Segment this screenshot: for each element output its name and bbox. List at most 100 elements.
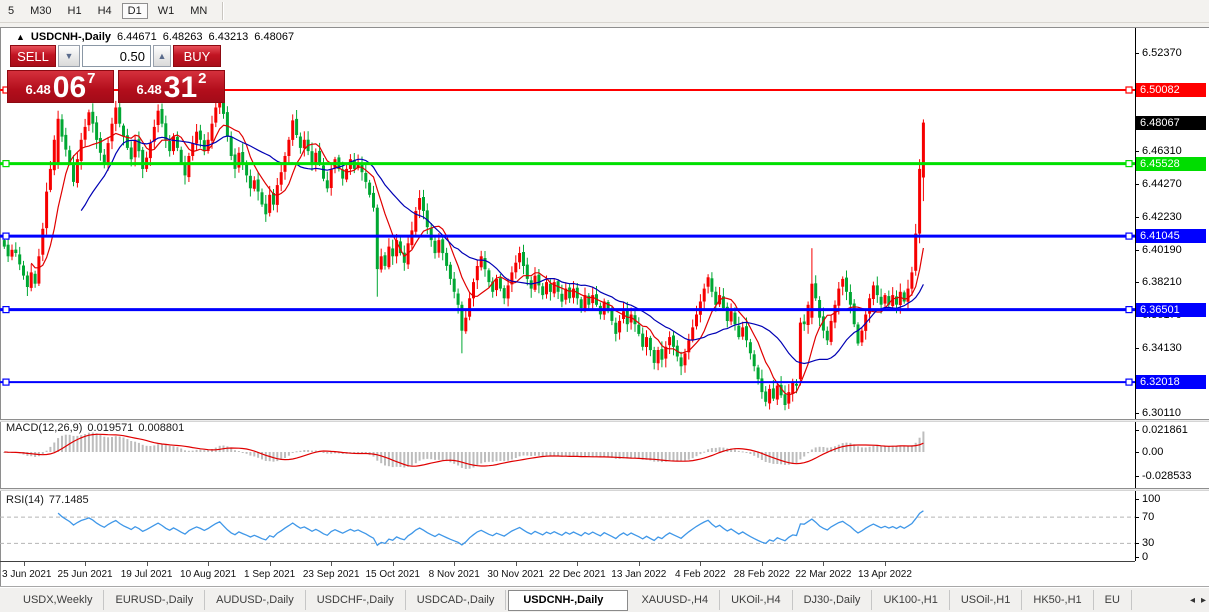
date-tick — [208, 562, 209, 566]
macd-label: MACD(12,26,9) 0.019571 0.008801 — [6, 422, 184, 434]
buy-price-display[interactable]: 6.48 31 2 — [118, 70, 225, 103]
volume-decrease-button[interactable]: ▼ — [58, 45, 80, 67]
buy-button[interactable]: BUY — [173, 45, 221, 67]
chevron-up-icon: ▲ — [157, 51, 167, 61]
tab-scroll-left-icon[interactable]: ◂ — [1189, 594, 1195, 606]
level-price-label: 6.41045 — [1136, 229, 1206, 244]
sell-price-display[interactable]: 6.48 06 7 — [7, 70, 114, 103]
date-tick — [639, 562, 640, 566]
tab-xauusd-h4[interactable]: XAUUSD-,H4 — [630, 590, 721, 610]
level-price-label: 6.45528 — [1136, 156, 1206, 171]
date-label: 28 Feb 2022 — [733, 569, 790, 580]
tab-usoil-h1[interactable]: USOil-,H1 — [950, 590, 1023, 610]
volume-input[interactable]: 0.50 — [82, 45, 151, 67]
tabbar-top-border — [0, 586, 1209, 587]
date-label: 8 Nov 2021 — [428, 569, 480, 580]
buy-price-sup: 2 — [198, 70, 207, 87]
price-axis-line — [1135, 28, 1136, 561]
timeframe-button-w1[interactable]: W1 — [157, 5, 175, 17]
symbol-name: USDCNH-,Daily — [30, 31, 111, 43]
rsi-value: 77.1485 — [48, 494, 89, 506]
sell-price-sup: 7 — [87, 70, 96, 87]
date-label: 13 Apr 2022 — [857, 569, 912, 580]
date-tick — [823, 562, 824, 566]
panel-divider-macd[interactable] — [0, 419, 1209, 422]
date-tick — [885, 562, 886, 566]
timeframe-button-h4[interactable]: H4 — [97, 5, 112, 17]
tab-eu[interactable]: EU — [1094, 590, 1132, 610]
sell-price-big: 06 — [52, 71, 87, 104]
toolbar-separator — [222, 2, 225, 20]
date-label: 30 Nov 2021 — [487, 569, 545, 580]
timeframe-toolbar: 5 M30 H1 H4 D1 W1 MN — [0, 0, 1209, 27]
rsi-name: RSI(14) — [6, 494, 44, 506]
date-tick — [24, 562, 25, 566]
tab-usdx-weekly[interactable]: USDX,Weekly — [12, 590, 105, 610]
tab-eurusd-daily[interactable]: EURUSD-,Daily — [104, 590, 206, 610]
macd-name: MACD(12,26,9) — [6, 422, 83, 434]
timeframe-button-d1[interactable]: D1 — [121, 3, 148, 19]
timeframe-button-m30[interactable]: M30 — [30, 5, 52, 17]
level-price-label: 6.50082 — [1136, 82, 1206, 97]
date-label: 22 Dec 2021 — [548, 569, 606, 580]
ohlc-close: 6.48067 — [254, 31, 295, 43]
tab-usdcnh-daily[interactable]: USDCNH-,Daily — [508, 589, 629, 611]
date-label: 4 Feb 2022 — [675, 569, 726, 580]
date-tick — [762, 562, 763, 566]
timeframe-button-mn[interactable]: MN — [190, 5, 208, 17]
date-label: 22 Mar 2022 — [795, 569, 852, 580]
date-tick — [85, 562, 86, 566]
panel-divider-rsi[interactable] — [0, 488, 1209, 491]
sell-price-prefix: 6.48 — [25, 82, 51, 97]
tab-uk100-h1[interactable]: UK100-,H1 — [872, 590, 950, 610]
date-tick — [700, 562, 701, 566]
chart-bottom-border — [0, 561, 1135, 562]
tab-audusd-daily[interactable]: AUDUSD-,Daily — [205, 590, 306, 610]
one-click-trade-panel: SELL ▼ 0.50 ▲ BUY 6.48 06 7 6.48 31 2 — [7, 45, 225, 103]
tab-hk50-h1[interactable]: HK50-,H1 — [1022, 590, 1094, 610]
chevron-down-icon: ▼ — [64, 51, 74, 61]
trade-panel-toggle-icon[interactable]: ▲ — [16, 31, 25, 42]
timeframe-button-5[interactable]: 5 — [8, 5, 15, 17]
date-tick — [516, 562, 517, 566]
date-label: 15 Oct 2021 — [365, 569, 420, 580]
ohlc-high: 6.48263 — [162, 31, 203, 43]
date-label: 3 Jun 2021 — [2, 569, 52, 580]
macd-signal-value: 0.008801 — [138, 422, 185, 434]
date-tick — [577, 562, 578, 566]
date-label: 1 Sep 2021 — [244, 569, 296, 580]
date-label: 10 Aug 2021 — [180, 569, 237, 580]
chart-title: ▲ USDCNH-,Daily 6.44671 6.48263 6.43213 … — [16, 31, 294, 43]
macd-main-value: 0.019571 — [87, 422, 134, 434]
current-price-label: 6.48067 — [1136, 115, 1206, 130]
date-tick — [331, 562, 332, 566]
buy-price-big: 31 — [163, 71, 198, 104]
level-price-label: 6.32018 — [1136, 375, 1206, 390]
timeframe-button-h1[interactable]: H1 — [67, 5, 82, 17]
level-price-label: 6.36501 — [1136, 302, 1206, 317]
tab-usdchf-daily[interactable]: USDCHF-,Daily — [306, 590, 406, 610]
date-tick — [147, 562, 148, 566]
date-label: 19 Jul 2021 — [120, 569, 173, 580]
ohlc-low: 6.43213 — [208, 31, 249, 43]
chart-frame-left — [0, 27, 1, 586]
chart-frame-top — [0, 27, 1209, 28]
volume-increase-button[interactable]: ▲ — [153, 45, 171, 67]
date-tick — [270, 562, 271, 566]
date-tick — [454, 562, 455, 566]
tab-dj30-daily[interactable]: DJ30-,Daily — [793, 590, 873, 610]
tab-scroll-right-icon[interactable]: ▸ — [1200, 594, 1206, 606]
ohlc-open: 6.44671 — [117, 31, 157, 43]
chart-tab-bar: USDX,Weekly EURUSD-,Daily AUDUSD-,Daily USD… — [0, 588, 1209, 612]
rsi-label: RSI(14) 77.1485 — [6, 494, 89, 506]
buy-price-prefix: 6.48 — [136, 82, 162, 97]
date-label: 23 Sep 2021 — [302, 569, 360, 580]
tab-scroll-arrows: ◂ ▸ — [1185, 588, 1206, 612]
tab-ukoil-h4[interactable]: UKOil-,H4 — [720, 590, 793, 610]
date-label: 25 Jun 2021 — [57, 569, 113, 580]
price-axis: 6.52370 6.46310 6.44270 6.42230 6.40190 6.382… — [1135, 0, 1209, 612]
date-label: 13 Jan 2022 — [611, 569, 667, 580]
tab-usdcad-daily[interactable]: USDCAD-,Daily — [406, 590, 507, 610]
sell-button[interactable]: SELL — [10, 45, 56, 67]
